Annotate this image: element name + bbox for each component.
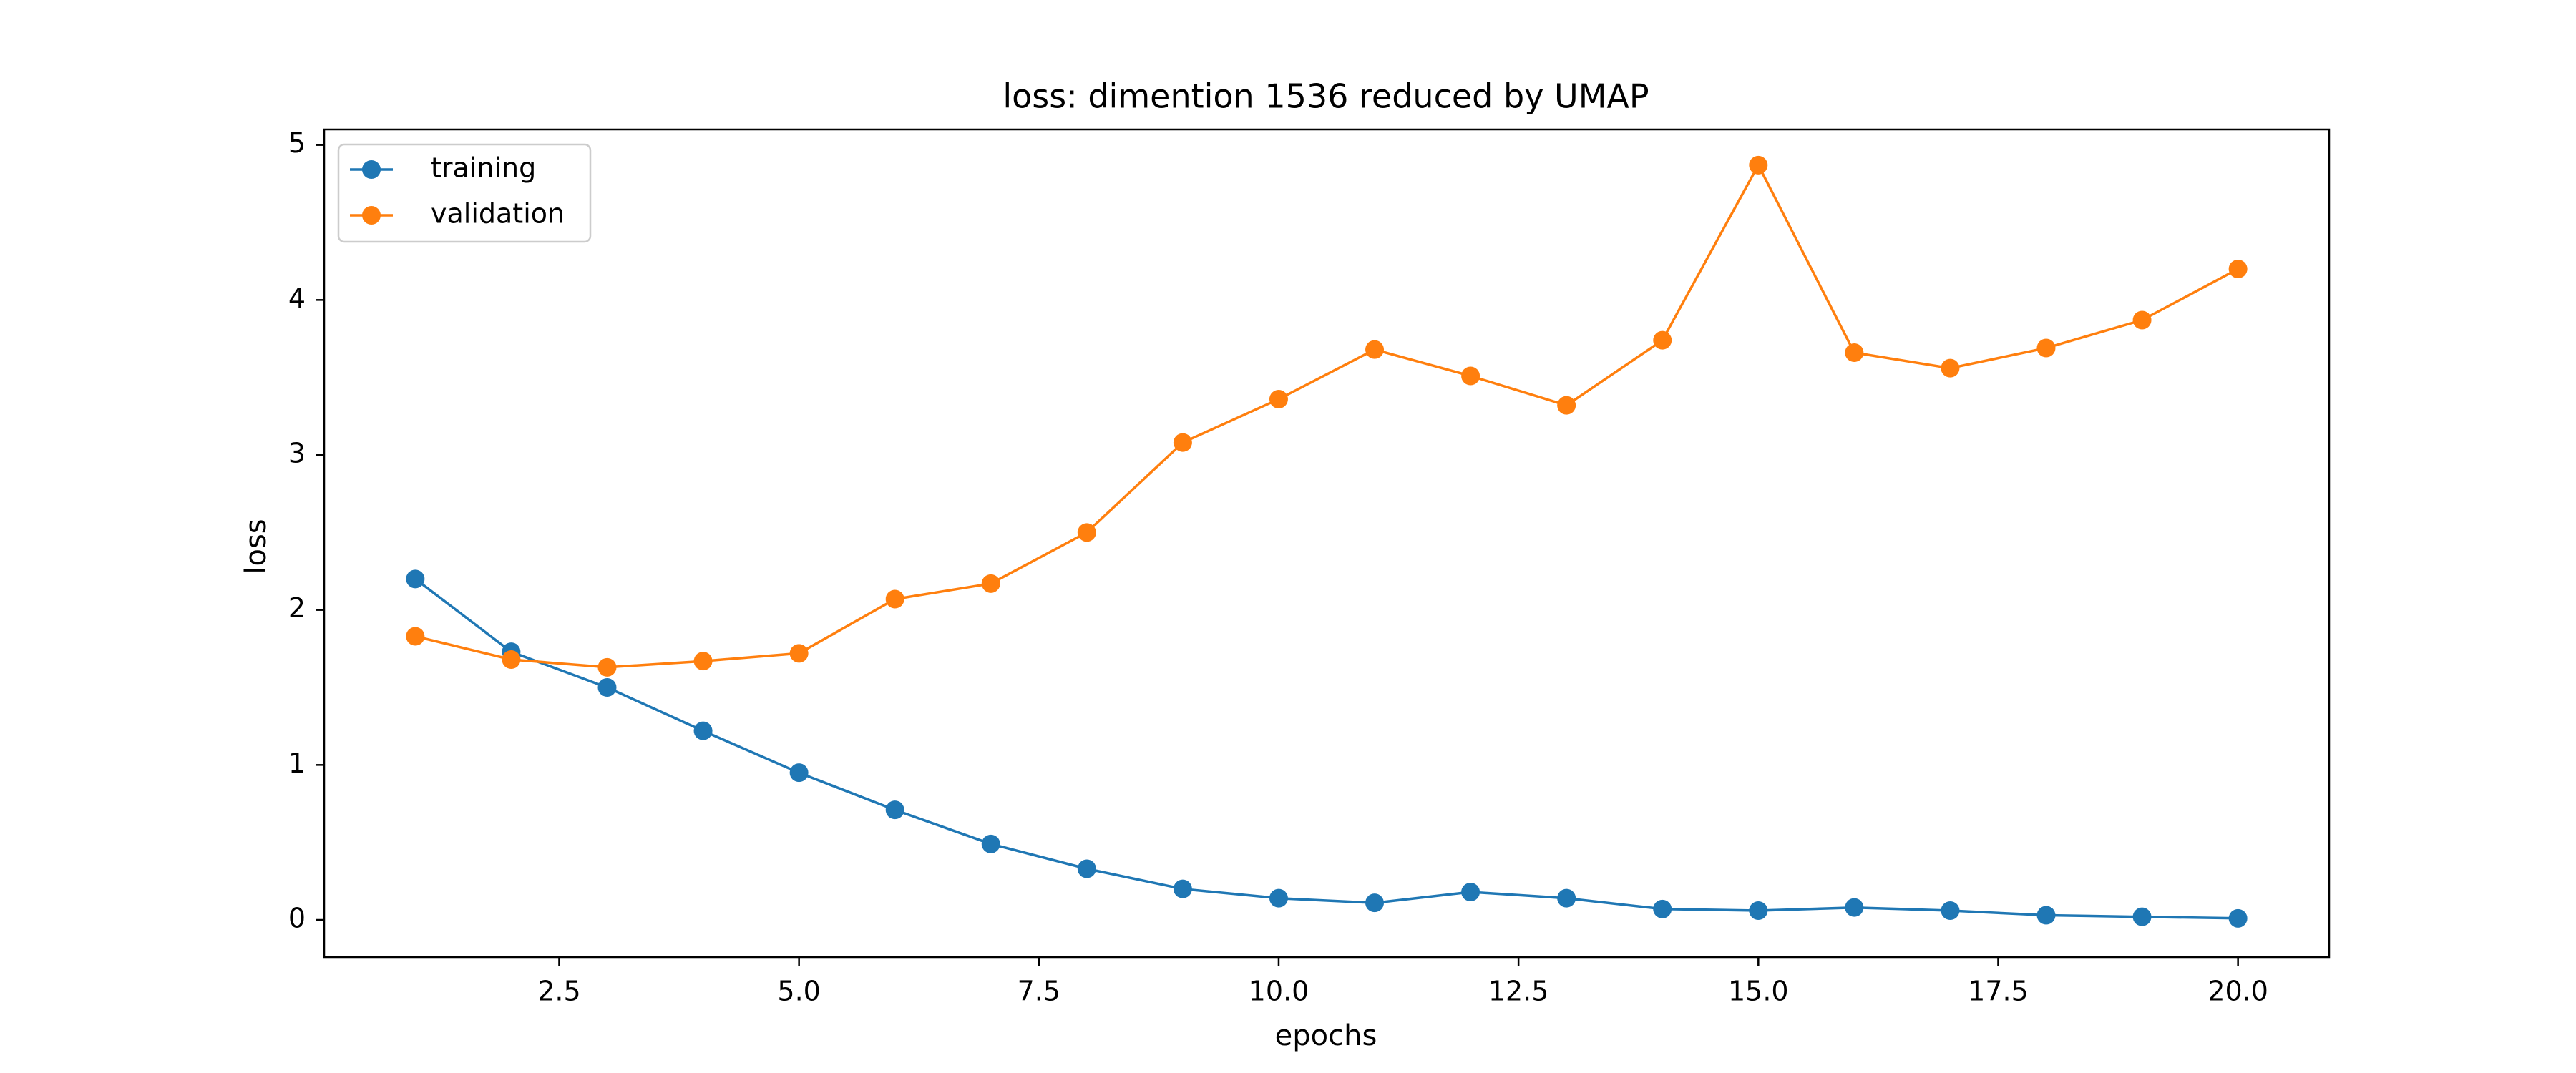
plot-area <box>323 128 2331 959</box>
x-tick-label: 5.0 <box>777 976 820 1007</box>
x-tick-label: 7.5 <box>1018 976 1060 1007</box>
data-point-training <box>981 834 1000 853</box>
y-tick-label: 1 <box>288 748 306 779</box>
data-point-validation <box>789 644 809 663</box>
x-tick-label: 17.5 <box>1968 976 2029 1007</box>
data-point-training <box>693 721 713 740</box>
series-training <box>406 569 2248 928</box>
data-point-validation <box>1749 155 1768 175</box>
x-tick-label: 15.0 <box>1728 976 1789 1007</box>
data-point-training <box>2228 908 2248 928</box>
legend-item-training: training <box>350 152 536 184</box>
data-point-training <box>885 800 904 820</box>
y-tick-label: 4 <box>288 283 306 314</box>
data-point-training <box>1941 901 1960 920</box>
data-point-validation <box>1653 330 1672 350</box>
data-point-validation <box>2036 338 2056 358</box>
y-tick-label: 5 <box>288 127 306 159</box>
data-point-validation <box>2132 310 2152 330</box>
data-point-validation <box>885 589 904 609</box>
legend-marker-swatch <box>362 160 381 179</box>
x-tick-label: 2.5 <box>537 976 580 1007</box>
legend-label: training <box>431 152 536 184</box>
data-point-validation <box>693 652 713 671</box>
y-tick-label: 3 <box>288 438 306 469</box>
x-axis: 2.5 5.0 7.5 10.0 12.5 15.0 17.5 20.0 <box>537 957 2268 1007</box>
data-point-validation <box>2228 260 2248 278</box>
data-point-validation <box>1365 340 1385 359</box>
data-point-validation <box>1077 523 1096 542</box>
series-line-training <box>414 577 2238 920</box>
data-point-training <box>1269 888 1288 908</box>
y-axis: 0 1 2 3 4 5 <box>288 127 324 934</box>
data-point-validation <box>1269 390 1288 408</box>
data-point-training <box>2036 906 2056 925</box>
data-point-training <box>1461 883 1480 901</box>
data-point-validation <box>1845 343 1864 362</box>
y-tick-label: 2 <box>288 592 306 624</box>
data-point-validation <box>1173 433 1192 452</box>
series-line-validation <box>414 164 2239 669</box>
x-tick-label: 20.0 <box>2207 976 2268 1007</box>
legend-label: validation <box>431 198 565 230</box>
y-axis-label: loss <box>240 519 273 574</box>
data-point-training <box>2132 907 2152 926</box>
data-point-training <box>1077 859 1096 878</box>
data-point-training <box>1749 901 1768 920</box>
chart-title: loss: dimention 1536 reduced by UMAP <box>1002 77 1649 116</box>
data-point-training <box>406 569 425 589</box>
series-validation <box>406 155 2248 677</box>
data-point-training <box>1173 879 1192 898</box>
data-point-validation <box>1461 366 1480 386</box>
data-point-training <box>789 763 809 783</box>
data-point-training <box>597 678 617 697</box>
data-point-training <box>1845 898 1864 917</box>
data-point-training <box>1653 899 1672 918</box>
x-axis-label: epochs <box>1275 1019 1377 1052</box>
data-point-validation <box>1941 358 1960 378</box>
legend: training validation <box>337 143 592 243</box>
data-point-training <box>1365 893 1385 913</box>
data-point-validation <box>1557 396 1576 415</box>
legend-box <box>337 143 592 243</box>
data-point-validation <box>406 627 425 646</box>
data-point-validation <box>502 650 521 669</box>
x-tick-label: 12.5 <box>1488 976 1549 1007</box>
data-point-validation <box>981 574 1000 593</box>
x-tick-label: 10.0 <box>1249 976 1309 1007</box>
data-point-training <box>1557 888 1576 908</box>
series-layer <box>406 155 2248 928</box>
data-point-validation <box>597 657 617 677</box>
plot-frame <box>323 128 2331 959</box>
legend-marker-swatch <box>362 206 381 225</box>
y-tick-label: 0 <box>288 903 306 934</box>
legend-item-validation: validation <box>350 198 565 230</box>
